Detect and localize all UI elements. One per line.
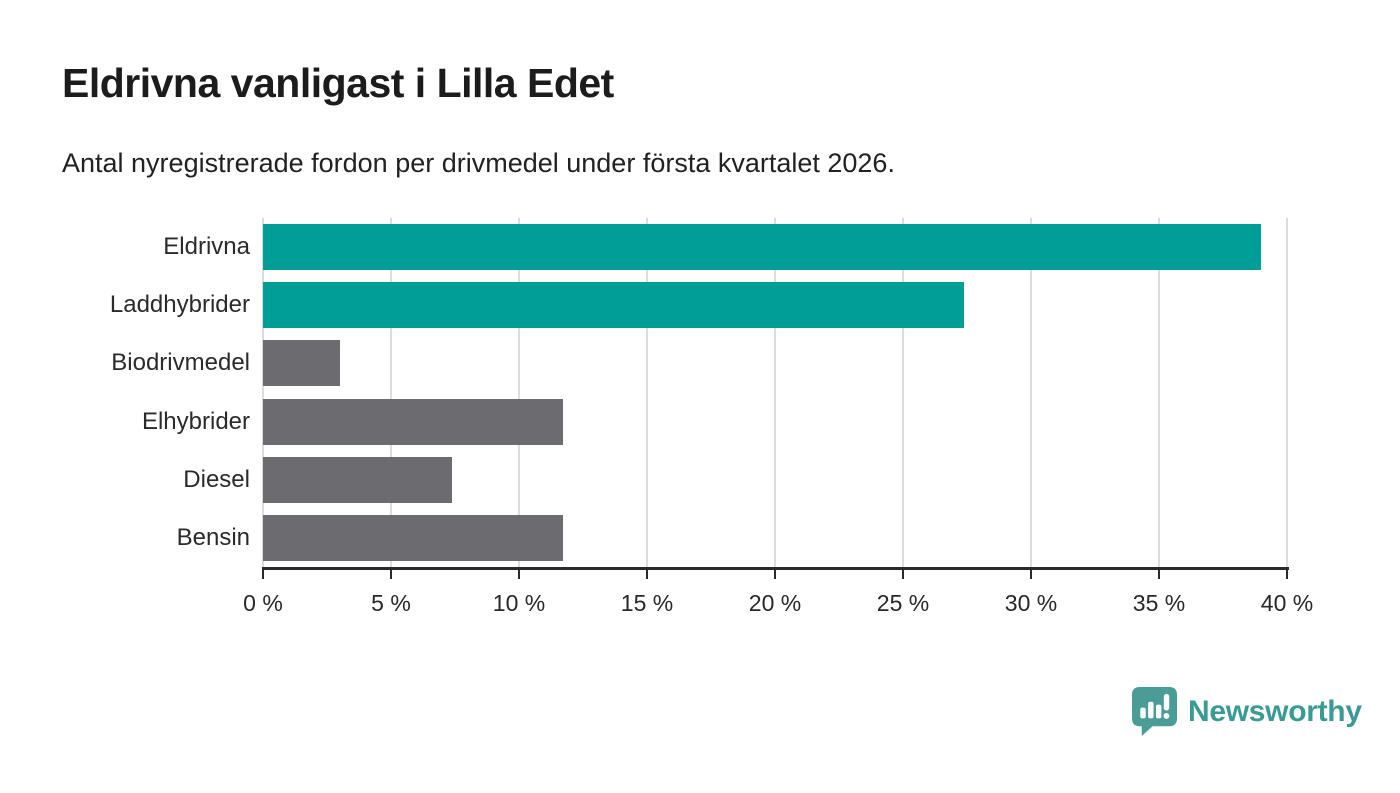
x-axis-tick-label: 0 % (243, 590, 283, 616)
x-axis-tick (518, 570, 520, 579)
x-axis-tick-label: 15 % (620, 590, 674, 616)
chart-subtitle: Antal nyregistrerade fordon per drivmede… (62, 148, 895, 178)
category-label-elhybrider: Elhybrider (141, 407, 250, 435)
x-axis-tick (1286, 570, 1288, 579)
gridline (902, 218, 904, 567)
bar-laddhybrider (263, 282, 965, 329)
bar-elhybrider (263, 398, 563, 445)
x-axis-tick-label: 35 % (1132, 590, 1186, 616)
bar-eldrivna (263, 224, 1262, 270)
x-axis-tick-label: 30 % (1004, 590, 1058, 616)
category-label-biodrivmedel: Biodrivmedel (111, 349, 250, 377)
bar-diesel (263, 456, 453, 503)
x-axis-tick (774, 570, 776, 579)
x-axis-tick (1030, 570, 1032, 579)
gridline (390, 218, 392, 567)
category-axis-labels: Eldrivna Laddhybrider Biodrivmedel Elhybrid… (0, 218, 250, 567)
category-label-eldrivna: Eldrivna (163, 233, 250, 261)
gridline (518, 218, 520, 567)
gridline (1286, 218, 1288, 567)
gridline (774, 218, 776, 567)
bar-bensin (263, 514, 563, 561)
bar-chart: Eldrivna Laddhybrider Biodrivmedel Elhybrid… (0, 218, 1400, 616)
category-label-laddhybrider: Laddhybrider (109, 291, 250, 319)
newsworthy-icon (1131, 687, 1178, 736)
x-axis-tick (1158, 570, 1160, 579)
category-label-diesel: Diesel (183, 465, 250, 493)
x-axis-tick-label: 40 % (1260, 590, 1314, 616)
category-label-bensin: Bensin (176, 523, 250, 551)
gridline (646, 218, 648, 567)
x-axis-ticks: 0 % 5 % 10 % 15 % 20 % 25 % 30 % 35 % 40 % (243, 570, 1313, 630)
gridline (262, 218, 264, 567)
x-axis-tick-label: 25 % (876, 590, 930, 616)
bar-biodrivmedel (263, 340, 340, 387)
x-axis-tick (262, 570, 264, 579)
chart-title: Eldrivna vanligast i Lilla Edet (62, 60, 614, 106)
x-axis-tick (902, 570, 904, 579)
newsworthy-wordmark: Newsworthy (1188, 695, 1362, 728)
newsworthy-logo: Newsworthy (1131, 686, 1362, 738)
plot-area (262, 218, 1288, 567)
gridline (1158, 218, 1160, 567)
x-axis-tick (390, 570, 392, 579)
x-axis-line (262, 567, 1289, 570)
gridline (1030, 218, 1032, 567)
x-axis-tick-label: 10 % (492, 590, 546, 616)
x-axis-tick-label: 5 % (371, 590, 411, 616)
x-axis-tick (646, 570, 648, 579)
x-axis-tick-label: 20 % (748, 590, 802, 616)
